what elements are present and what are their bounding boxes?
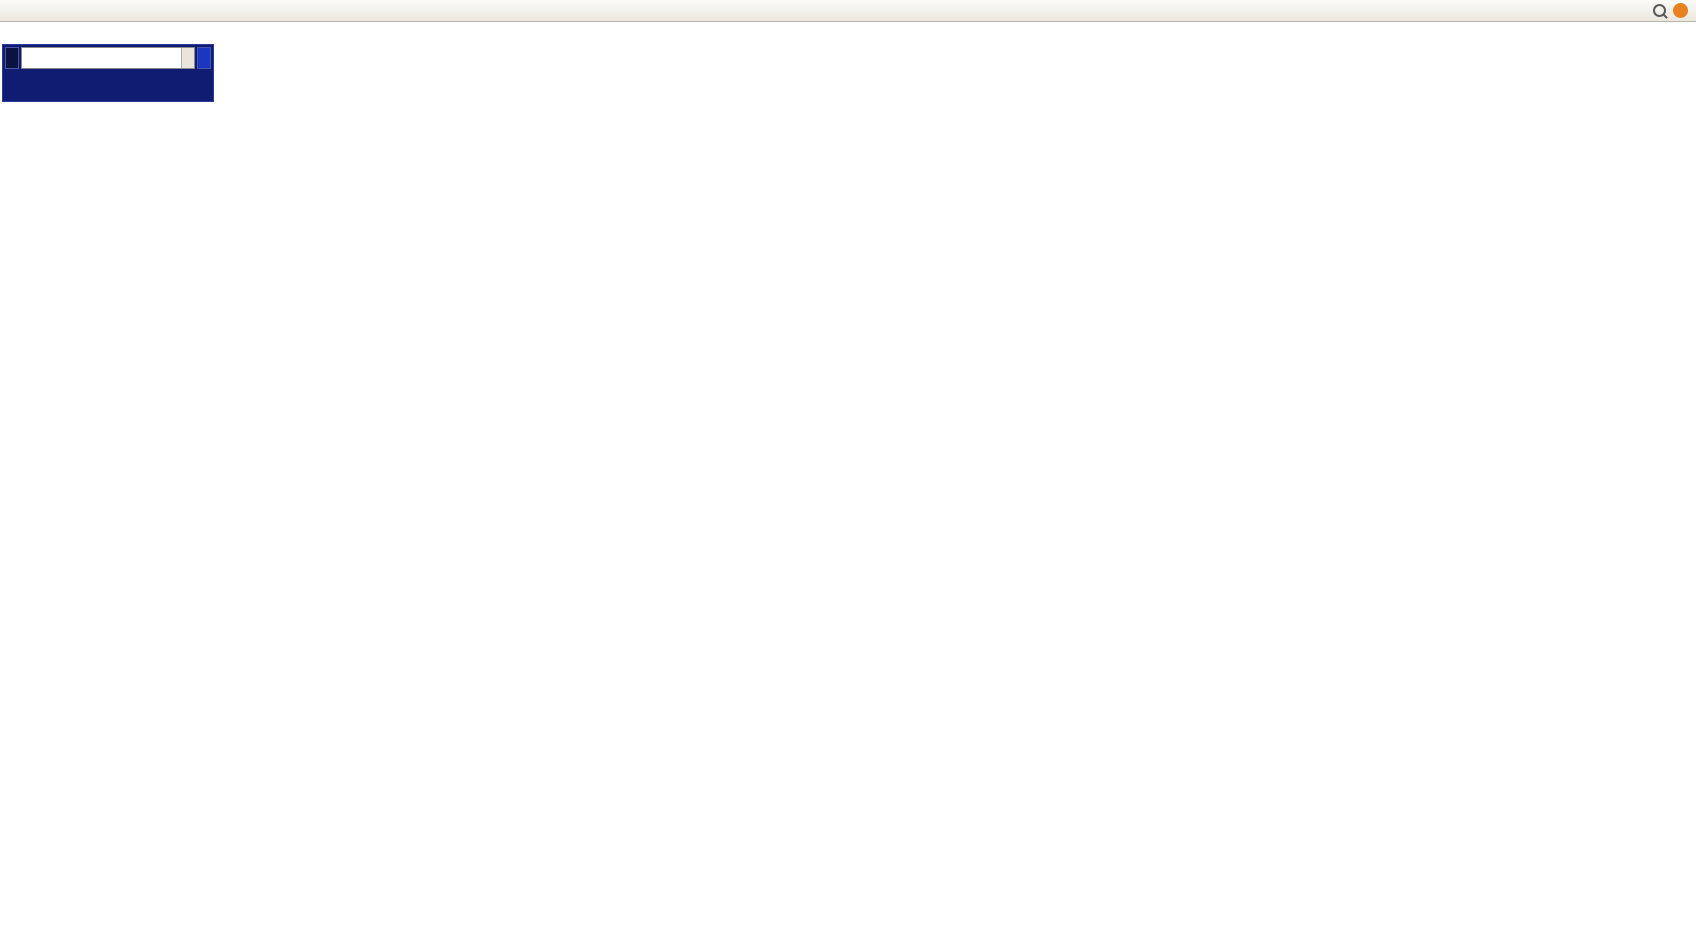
volume-up-button[interactable] — [181, 48, 194, 58]
one-click-trading-panel — [2, 44, 214, 102]
search-icon[interactable] — [1653, 4, 1666, 17]
toolbar-right — [1653, 3, 1688, 18]
buy-button[interactable] — [197, 47, 211, 69]
price-axis[interactable] — [1652, 22, 1696, 922]
toolbar — [0, 0, 1696, 22]
volume-field — [21, 47, 195, 69]
rsi-indicator-label — [5, 765, 11, 777]
macd-indicator-label — [5, 601, 15, 613]
volume-input[interactable] — [22, 48, 181, 68]
sell-button[interactable] — [5, 47, 19, 69]
notification-badge[interactable] — [1673, 3, 1688, 18]
volume-down-button[interactable] — [181, 58, 194, 68]
chart-symbol-info — [5, 27, 11, 39]
time-axis[interactable] — [0, 922, 1652, 942]
volume-spinner — [181, 48, 194, 68]
